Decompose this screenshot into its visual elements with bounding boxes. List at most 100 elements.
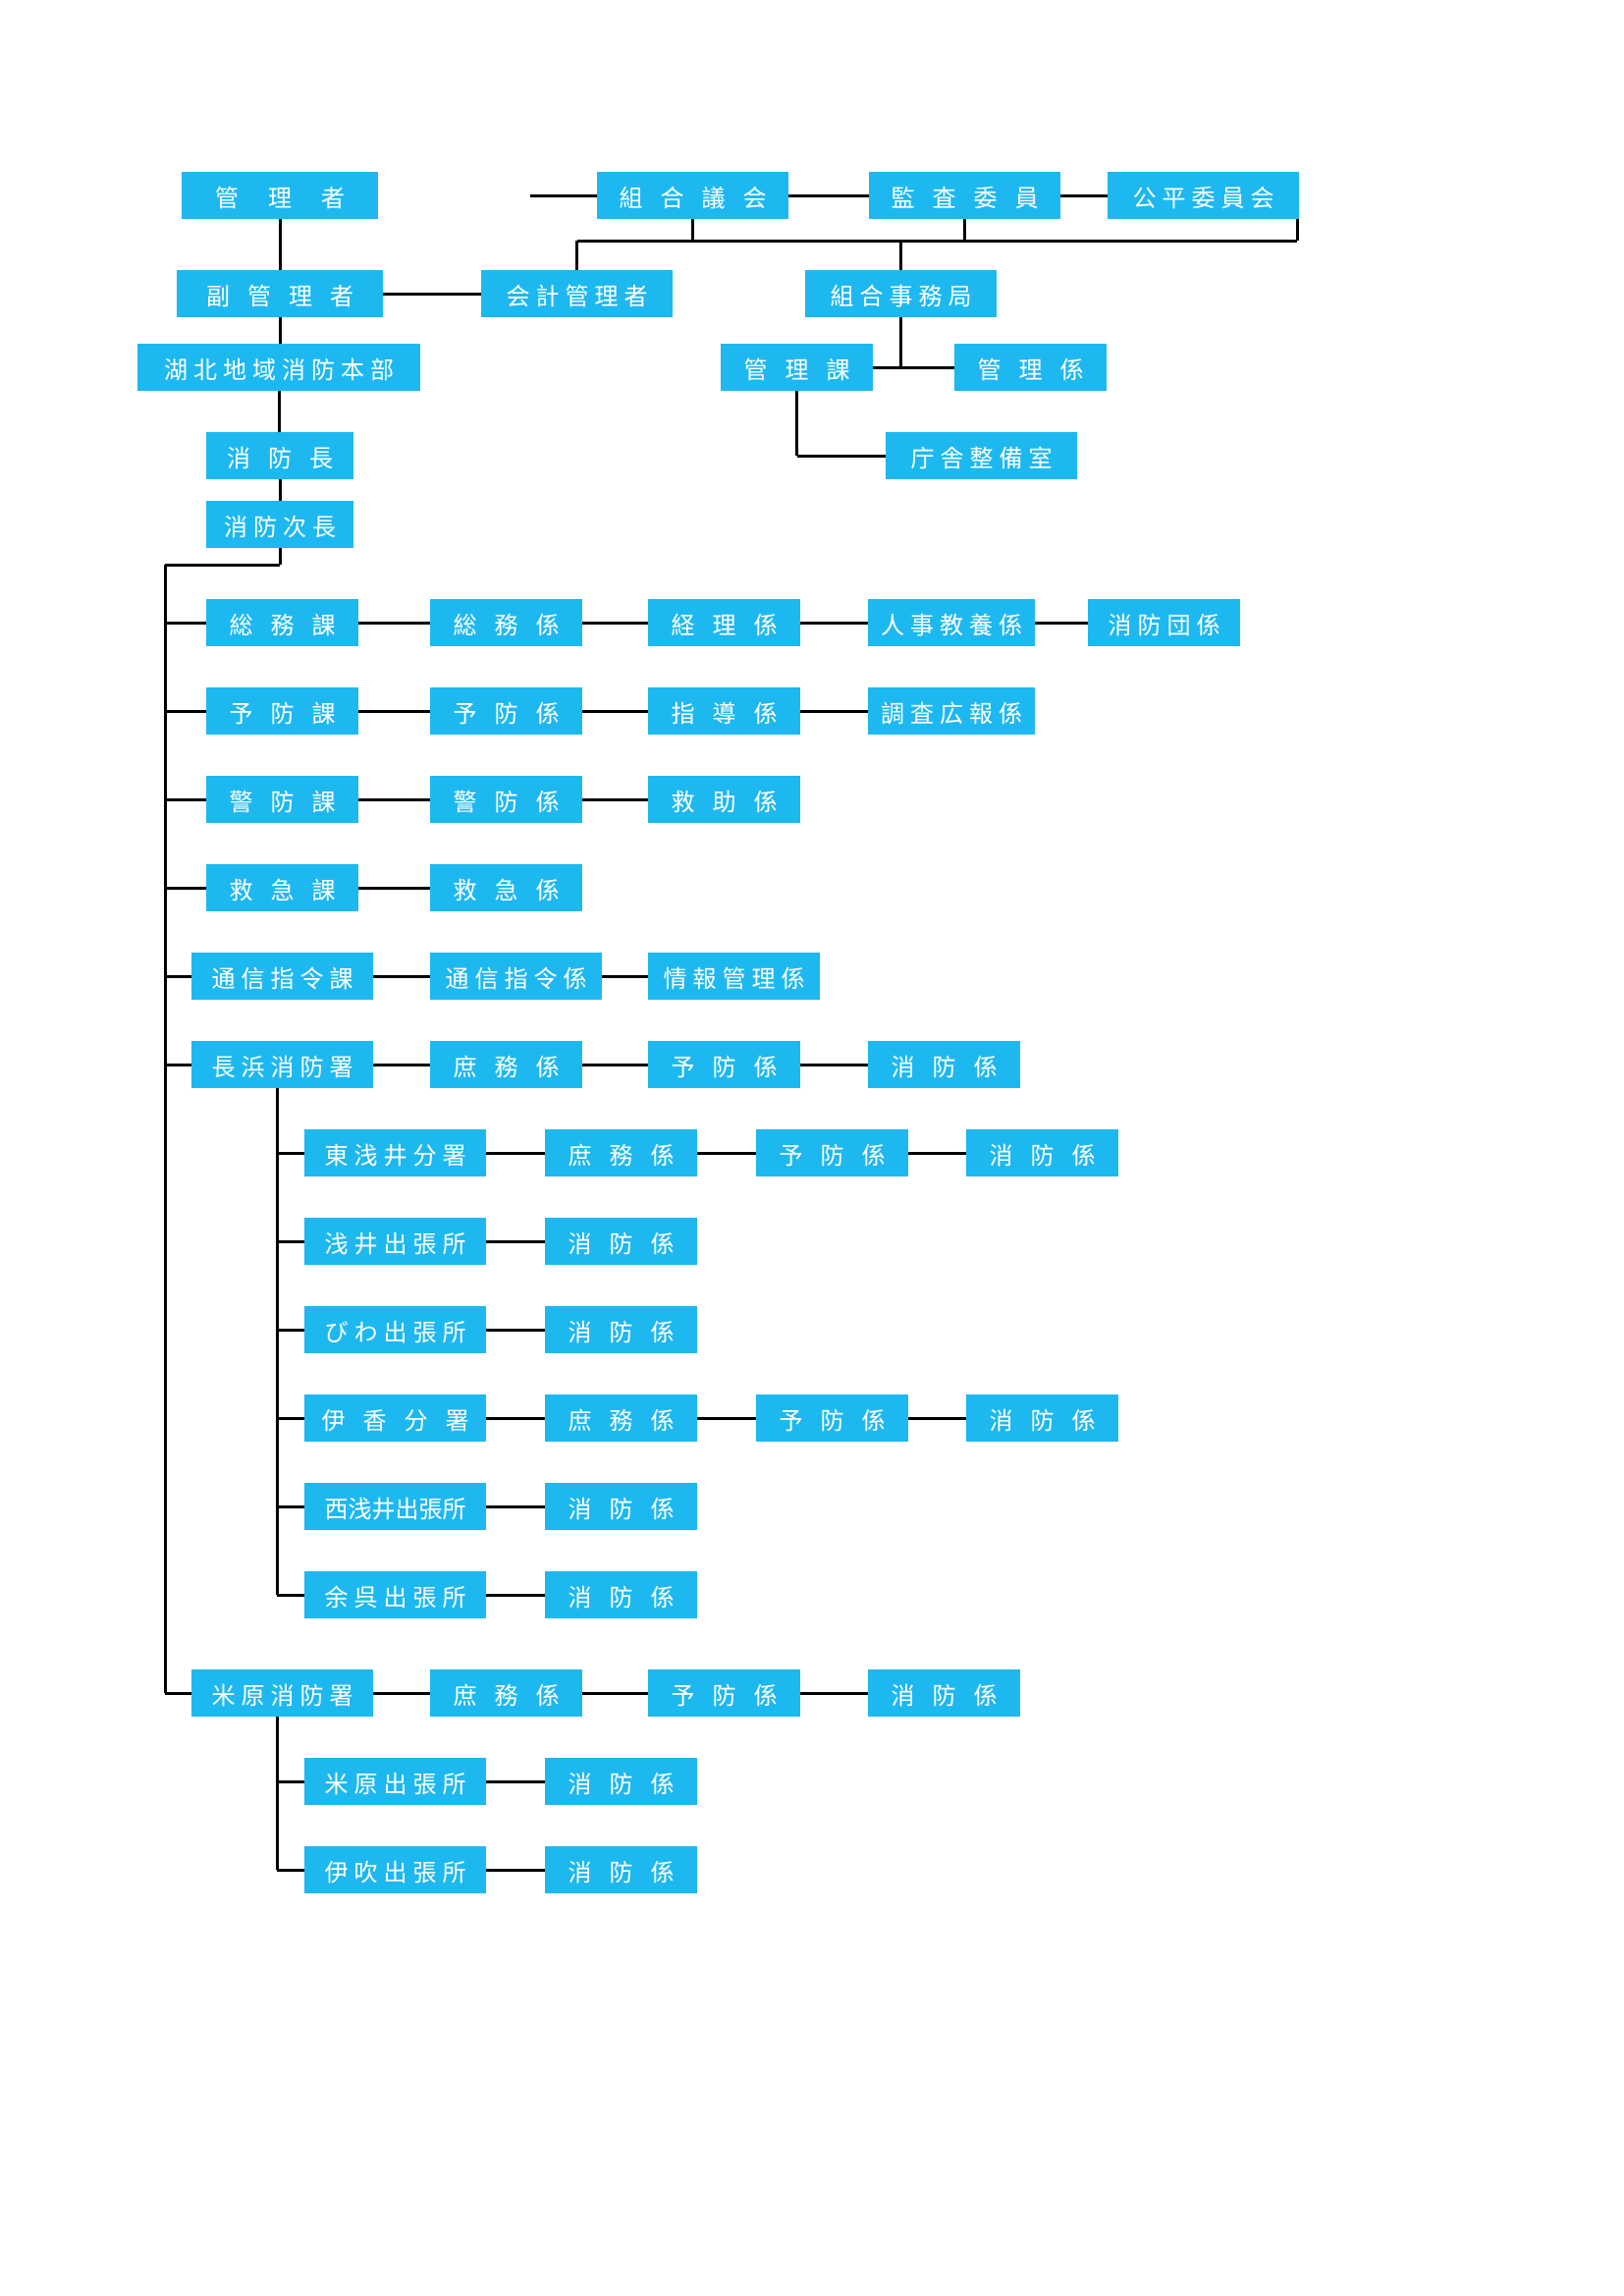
edge [602, 975, 648, 978]
org-node-chousa_kouhou: 調査広報係 [868, 687, 1035, 735]
org-node-nagahama_sho: 長浜消防署 [191, 1041, 373, 1088]
edge [373, 1064, 430, 1066]
org-node-na_shoubou: 消防係 [545, 1483, 697, 1530]
org-node-yogo_shucchojo: 余呉出張所 [304, 1571, 486, 1618]
edge [582, 1692, 648, 1695]
org-node-kaikei_kanrisha: 会計管理者 [481, 270, 673, 317]
edge [800, 710, 868, 713]
org-node-bw_shoubou: 消防係 [545, 1306, 697, 1353]
org-node-higashiazai_bunsho: 東浅井分署 [304, 1129, 486, 1176]
org-node-kumiai_jimukyoku: 組合事務局 [805, 270, 997, 317]
org-node-kohoku_hq: 湖北地域消防本部 [137, 344, 420, 391]
org-node-jinji_kyouyou: 人事教養係 [868, 599, 1035, 646]
edge [277, 1869, 304, 1872]
org-node-kansa_iin: 監査委員 [869, 172, 1060, 219]
org-node-nh_shoubou: 消防係 [868, 1041, 1020, 1088]
org-node-yg_shoubou: 消防係 [545, 1571, 697, 1618]
edge [899, 317, 902, 367]
org-node-kyuukyuu_ka: 救急課 [206, 864, 358, 911]
org-node-azai_shucchojo: 浅井出張所 [304, 1218, 486, 1265]
org-node-ik_shoubou: 消防係 [966, 1394, 1118, 1442]
edge [873, 366, 954, 369]
org-node-shidou_kakari: 指導係 [648, 687, 800, 735]
edge [358, 622, 430, 625]
org-node-ik_yobou: 予防係 [756, 1394, 908, 1442]
org-node-shobojichou: 消防次長 [206, 501, 353, 548]
org-node-keibou_ka: 警防課 [206, 776, 358, 823]
edge [277, 1594, 304, 1597]
edge [797, 455, 887, 458]
edge [486, 1780, 545, 1783]
org-node-kyuukyuu_kakari: 救急係 [430, 864, 582, 911]
edge [358, 887, 430, 890]
edge [908, 1417, 966, 1420]
edge [277, 1152, 304, 1155]
org-node-ik_shomu: 庶務係 [545, 1394, 697, 1442]
edge [486, 1417, 545, 1420]
org-node-keibou_kakari: 警防係 [430, 776, 582, 823]
edge [278, 391, 281, 432]
org-node-mbs_shoubou: 消防係 [545, 1758, 697, 1805]
edge [486, 1329, 545, 1332]
edge [486, 1505, 545, 1508]
edge [800, 622, 868, 625]
org-node-fukukanrisha: 副管理者 [177, 270, 383, 317]
org-node-kanrisha: 管理者 [182, 172, 378, 219]
org-chart-stage: 管理者副管理者湖北地域消防本部消防長消防次長組合議会監査委員公平委員会会計管理者… [0, 0, 1624, 2296]
edge [800, 1692, 868, 1695]
org-node-kumiai_gikai: 組合議会 [597, 172, 788, 219]
edge [963, 219, 966, 241]
org-node-keiri_kakari: 経理係 [648, 599, 800, 646]
edge [582, 1064, 648, 1066]
org-node-maibara_shucchojo: 米原出張所 [304, 1758, 486, 1805]
org-node-kyuujo_kakari: 救助係 [648, 776, 800, 823]
edge [165, 975, 191, 978]
org-node-biwa_shucchojo: びわ出張所 [304, 1306, 486, 1353]
org-node-soumu_ka: 総務課 [206, 599, 358, 646]
edge [697, 1152, 756, 1155]
edge [279, 479, 282, 501]
org-node-ika_bunsho: 伊香分署 [304, 1394, 486, 1442]
org-node-kanri_kakari: 管理係 [954, 344, 1107, 391]
edge [697, 1417, 756, 1420]
edge [279, 317, 282, 344]
org-node-yobou_ka: 予防課 [206, 687, 358, 735]
org-node-chousha_seibishitsu: 庁舎整備室 [886, 432, 1077, 479]
org-node-kanri_ka: 管理課 [721, 344, 873, 391]
org-node-soumu_kakari: 総務係 [430, 599, 582, 646]
edge [908, 1152, 966, 1155]
edge [277, 1780, 304, 1783]
edge [276, 1088, 279, 1595]
edge [277, 1505, 304, 1508]
edge [582, 622, 648, 625]
edge [1060, 194, 1108, 197]
edge [279, 548, 282, 565]
edge [486, 1594, 545, 1597]
edge [165, 622, 206, 625]
edge [691, 219, 694, 241]
org-node-shobocho: 消防長 [206, 432, 353, 479]
org-node-mb_shomu: 庶務係 [430, 1669, 582, 1717]
edge [795, 391, 798, 456]
edge [486, 1240, 545, 1243]
org-node-ib_shoubou: 消防係 [545, 1846, 697, 1893]
edge [165, 798, 206, 801]
edge [277, 1329, 304, 1332]
org-node-tsuushin_shirei_ka: 通信指令課 [191, 953, 373, 1000]
org-node-jouhou_kanri: 情報管理係 [648, 953, 820, 1000]
edge [1035, 622, 1088, 625]
edge [165, 564, 280, 567]
edge [358, 798, 430, 801]
edge [277, 1240, 304, 1243]
edge [373, 1692, 430, 1695]
edge [486, 1869, 545, 1872]
edge [899, 241, 902, 270]
org-node-mb_yobou: 予防係 [648, 1669, 800, 1717]
org-node-yobou_kakari: 予防係 [430, 687, 582, 735]
org-node-az_shoubou: 消防係 [545, 1218, 697, 1265]
edge [1296, 219, 1299, 241]
edge [164, 565, 167, 1693]
org-node-nh_yobou: 予防係 [648, 1041, 800, 1088]
edge [788, 194, 869, 197]
org-node-tsuushin_shirei_kakari: 通信指令係 [430, 953, 602, 1000]
